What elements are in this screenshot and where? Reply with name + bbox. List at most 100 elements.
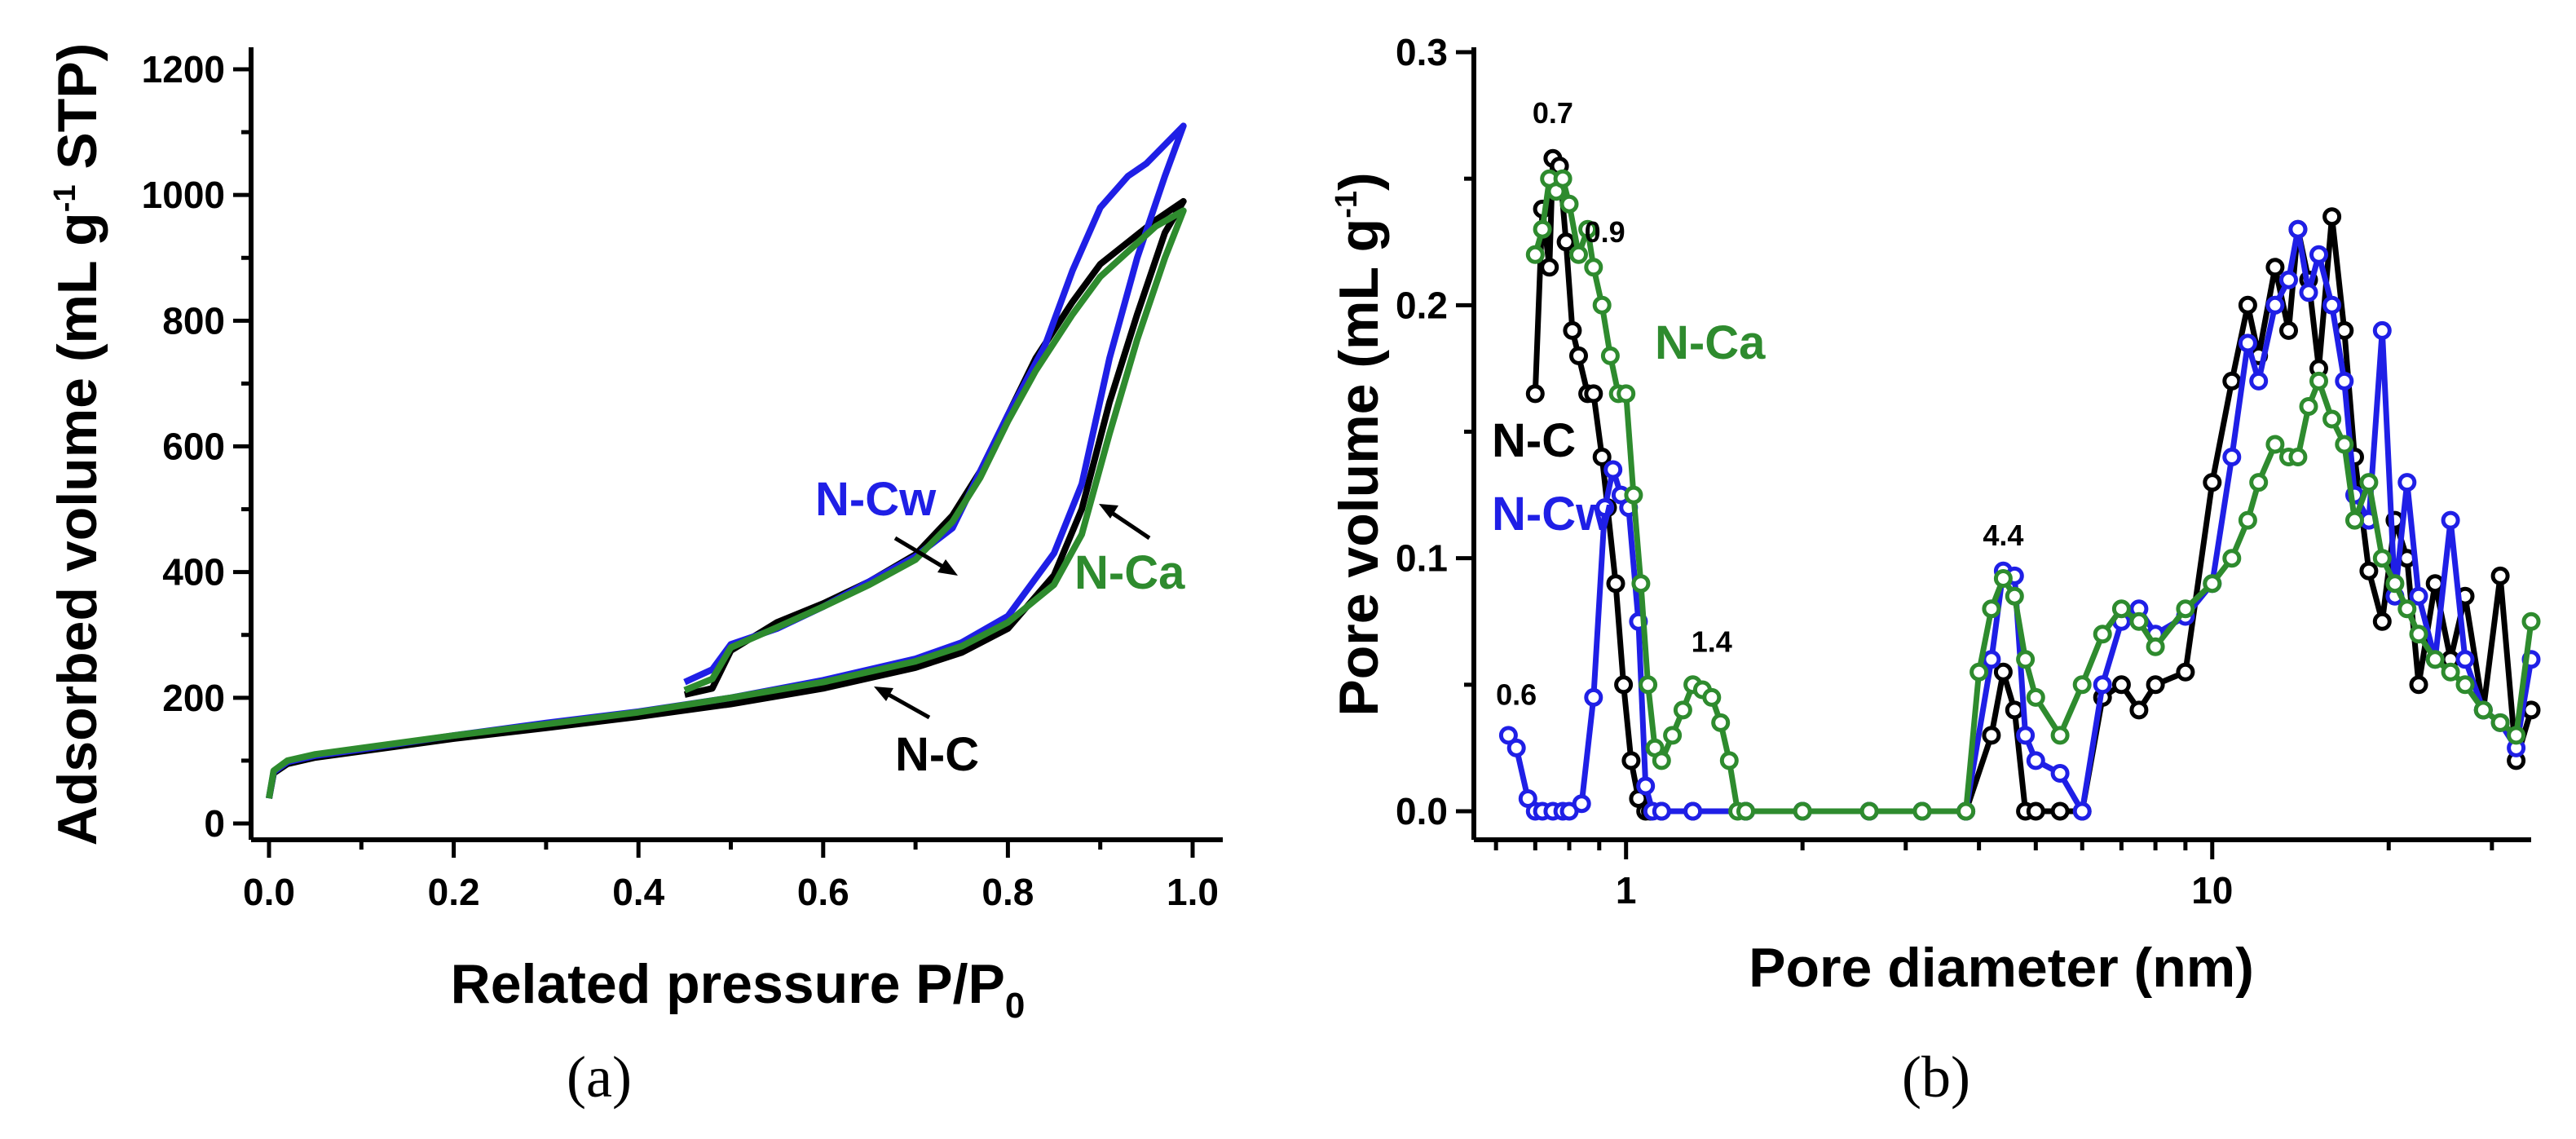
label-b-n-ca: N-Ca bbox=[1655, 316, 1766, 369]
psd-point-n-c bbox=[2222, 371, 2242, 391]
panel-b-y-tick-label: 0.0 bbox=[1396, 790, 1448, 832]
psd-point-n-ca bbox=[2176, 599, 2195, 619]
psd-point-n-ca bbox=[2409, 625, 2428, 644]
psd-point-n-ca bbox=[2222, 549, 2242, 568]
psd-point-n-ca bbox=[2425, 650, 2445, 669]
psd-point-n-c bbox=[2111, 675, 2131, 695]
psd-point-n-ca bbox=[2455, 675, 2475, 695]
psd-point-n-cw bbox=[2238, 333, 2257, 353]
psd-point-n-ca bbox=[1702, 687, 1722, 707]
psd-point-n-c bbox=[2203, 473, 2222, 492]
psd-point-n-ca bbox=[2322, 409, 2342, 429]
psd-point-n-ca bbox=[1663, 726, 1683, 745]
psd-point-n-c bbox=[2146, 675, 2165, 695]
psd-point-n-ca bbox=[2249, 473, 2269, 492]
panel-a-x-tick-label: 0.4 bbox=[612, 871, 664, 913]
psd-point-n-c bbox=[1525, 384, 1545, 404]
psd-point-n-ca bbox=[1793, 801, 1812, 821]
psd-point-n-ca bbox=[1652, 751, 1671, 770]
panel-a-y-tick-label: 400 bbox=[162, 551, 225, 594]
arrow-n-cw bbox=[893, 536, 951, 573]
psd-point-n-c bbox=[1563, 320, 1582, 340]
psd-point-n-ca bbox=[1525, 245, 1545, 264]
arrowhead-n-cw bbox=[937, 559, 958, 576]
panel-a-series bbox=[266, 122, 1187, 799]
psd-point-n-c bbox=[1569, 346, 1588, 365]
psd-point-n-ca bbox=[1711, 713, 1731, 732]
psd-point-n-cw bbox=[1636, 776, 1656, 796]
panel-b-x-tick-label: 10 bbox=[2191, 869, 2233, 912]
psd-point-n-ca bbox=[1969, 662, 1989, 682]
psd-point-n-c bbox=[2359, 561, 2379, 581]
psd-point-n-ca bbox=[1600, 346, 1620, 365]
psd-point-n-cw bbox=[2455, 650, 2475, 669]
psd-point-n-ca bbox=[2238, 510, 2257, 530]
psd-point-n-c bbox=[2322, 207, 2342, 227]
arrow-n-c bbox=[881, 689, 931, 720]
psd-point-n-cw bbox=[2050, 764, 2070, 783]
panel-b-series bbox=[1498, 148, 2541, 821]
psd-point-n-c bbox=[2129, 700, 2149, 720]
psd-point-n-cw bbox=[2279, 270, 2298, 289]
psd-point-n-ca bbox=[2372, 549, 2392, 568]
psd-point-n-cw bbox=[1652, 801, 1671, 821]
panel-a-ticks: 0.0 0.2 0.4 0.6 0.8 1.0 0 200 400 600 800 1000 1200 bbox=[142, 48, 1219, 913]
panel-a-x-tick-label: 1.0 bbox=[1167, 871, 1219, 913]
psd-point-n-ca bbox=[2129, 611, 2149, 631]
panel-a-y-tick-label: 200 bbox=[162, 677, 225, 719]
psd-point-n-ca bbox=[2309, 371, 2328, 391]
psd-point-n-cw bbox=[1572, 794, 1591, 814]
psd-point-n-cw bbox=[2441, 510, 2460, 530]
panel-a-chart: 0.0 0.2 0.4 0.6 0.8 1.0020040060080010001200 … bbox=[46, 43, 1223, 1110]
psd-point-n-c bbox=[2176, 662, 2195, 682]
psd-point-n-ca bbox=[1639, 675, 1658, 695]
psd-point-n-c bbox=[2490, 566, 2510, 585]
peak-label: 1.4 bbox=[1692, 625, 1732, 658]
psd-point-n-c bbox=[2265, 258, 2285, 277]
psd-point-n-c bbox=[2279, 320, 2298, 340]
psd-point-n-ca bbox=[1631, 574, 1651, 594]
psd-point-n-ca bbox=[2005, 586, 2024, 606]
psd-point-n-ca bbox=[1624, 485, 1643, 505]
psd-point-n-cw bbox=[2288, 219, 2308, 239]
label-n-ca: N-Ca bbox=[1074, 546, 1185, 599]
panel-a-y-axis-title: Adsorbed volume (mL g-1 STP) bbox=[46, 43, 108, 846]
panel-b-peak-labels: 0.7 0.9 1.4 0.6 4.4 bbox=[1496, 96, 2023, 712]
psd-point-n-cw bbox=[1506, 738, 1526, 757]
psd-point-n-c bbox=[1993, 662, 2013, 682]
psd-point-n-c bbox=[1614, 675, 1634, 695]
psd-point-n-cw bbox=[2322, 295, 2342, 315]
psd-point-n-cw bbox=[2299, 283, 2318, 302]
psd-point-n-ca bbox=[2111, 599, 2131, 619]
psd-point-n-cw bbox=[2409, 586, 2428, 606]
panel-a-y-tick-label: 1000 bbox=[142, 174, 225, 216]
psd-point-n-c bbox=[2372, 611, 2392, 631]
psd-point-n-cw bbox=[2222, 448, 2242, 466]
psd-point-n-cw bbox=[2372, 320, 2392, 340]
panel-b-x-tick-label: 1 bbox=[1616, 869, 1637, 912]
psd-point-n-ca bbox=[2093, 625, 2112, 644]
psd-point-n-ca bbox=[1956, 801, 1976, 821]
psd-point-n-c bbox=[1592, 448, 1612, 466]
psd-point-n-c bbox=[1540, 258, 1559, 277]
psd-point-n-ca bbox=[1982, 599, 2001, 619]
psd-point-n-ca bbox=[2050, 726, 2070, 745]
psd-point-n-ca bbox=[2265, 435, 2285, 454]
psd-point-n-ca bbox=[2026, 687, 2045, 707]
panel-a-x-axis-title: Related pressure P/P0 bbox=[451, 953, 1026, 1026]
label-n-c: N-C bbox=[895, 728, 979, 781]
psd-point-n-ca bbox=[2359, 473, 2379, 492]
psd-point-n-cw bbox=[1498, 726, 1518, 745]
psd-point-n-ca bbox=[1584, 258, 1603, 277]
psd-point-n-ca bbox=[2473, 700, 2493, 720]
panel-b-x-axis-title: Pore diameter (nm) bbox=[1749, 937, 2254, 999]
psd-point-n-cw bbox=[1683, 801, 1703, 821]
psd-point-n-cw bbox=[2335, 371, 2354, 391]
panel-a-x-tick-label: 0.0 bbox=[243, 871, 295, 913]
peak-label: 0.7 bbox=[1533, 96, 1573, 130]
psd-point-n-ca bbox=[1859, 801, 1879, 821]
panel-b-ticks: 1 10 0.0 0.1 0.2 0.3 bbox=[1396, 31, 2494, 912]
psd-point-n-ca bbox=[1533, 219, 1552, 239]
panel-b-chart: 1 10 0.0 0.1 0.2 0.3 0.7 0.9 1.4 0.6 4.4 Pore dia… bbox=[1328, 31, 2541, 1110]
psd-point-n-ca bbox=[1578, 219, 1598, 239]
